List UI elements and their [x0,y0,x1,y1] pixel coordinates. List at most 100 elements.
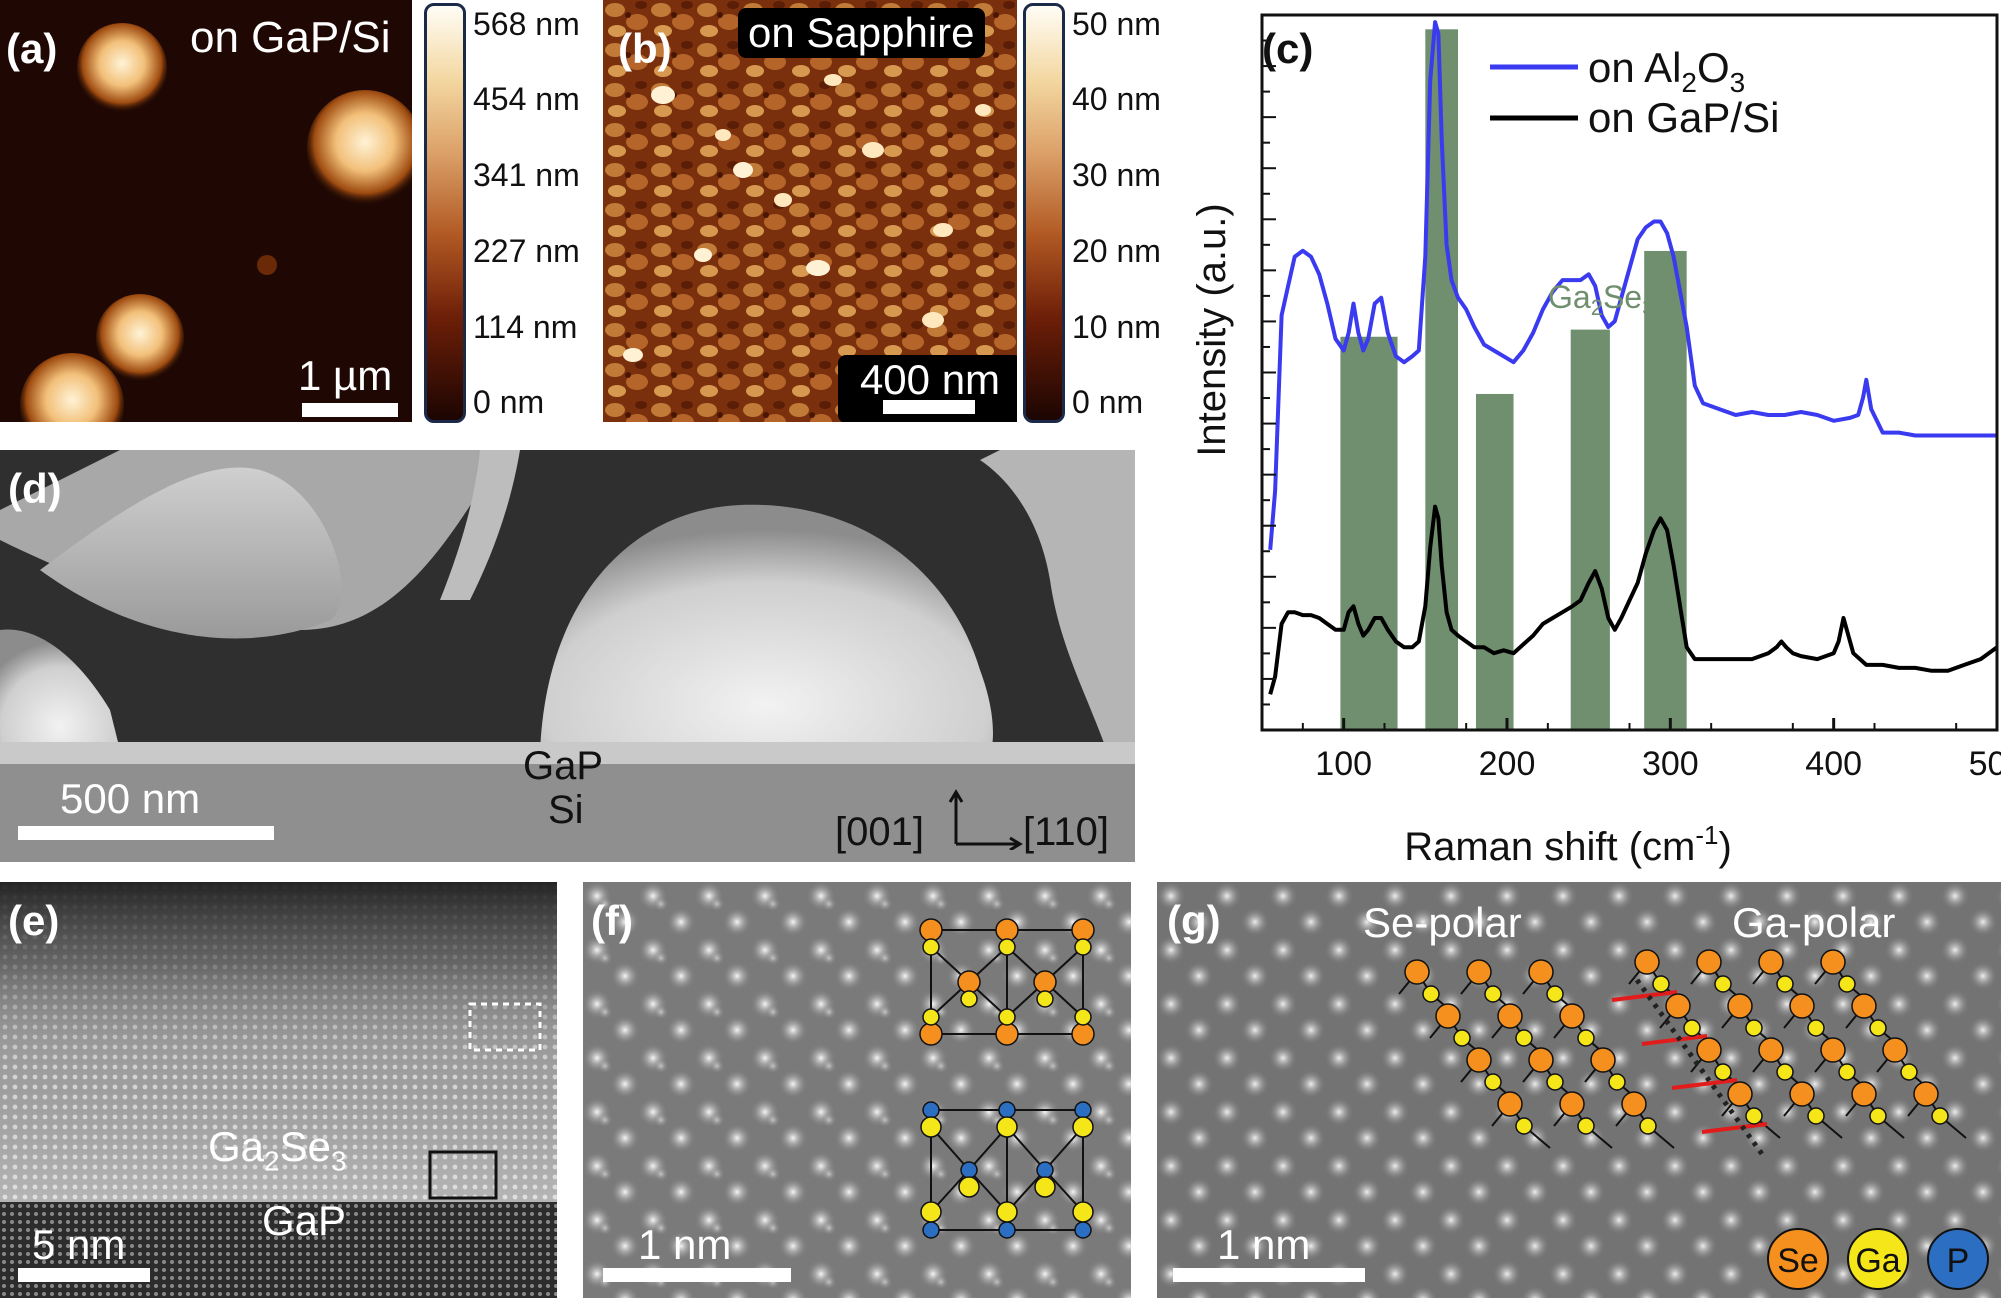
se-atom [919,918,943,942]
ga-atom [1714,975,1732,993]
se-atom [1882,1037,1908,1063]
se-atom [1033,970,1057,994]
ga-atom [920,1201,942,1223]
afm-island [307,90,412,206]
se-atom [919,1022,943,1046]
ga-atom [958,1176,980,1198]
x-tick-label: 200 [1479,745,1536,783]
se-atom [1528,959,1554,985]
sem-capping-layer [440,450,520,600]
scalebar-a [302,403,398,417]
se-atom [1820,949,1846,975]
se-atom [1071,1022,1095,1046]
scalebar-g [1173,1268,1365,1282]
se-atom [1404,959,1430,985]
panel-d-sem: (d) GaP Si 500 nm [001] [110] [0,450,1135,862]
se-atom [1820,1037,1846,1063]
ga-atom [1074,938,1092,956]
p-atom [998,1101,1016,1119]
se-atom [1665,993,1691,1019]
p-atom [960,1161,978,1179]
afm-bright-grain [975,104,991,116]
se-atom [1851,993,1877,1019]
label-gap-e: GaP [262,1197,347,1244]
panel-b-afm: (b) on Sapphire 400 nm [603,0,1017,422]
colorbar-b-tick: 20 nm [1072,233,1161,269]
p-atom [1036,1161,1054,1179]
haadf-image-g [1157,882,2001,1298]
afm-bright-grain [806,260,830,276]
se-atom [995,1022,1019,1046]
se-atom [995,918,1019,942]
scalebar-label-e: 5 nm [32,1221,126,1268]
series-line [1268,20,1997,550]
ga-atom [1036,990,1054,1008]
colorbar-a-tick: 0 nm [473,384,545,420]
ga-atom [1577,1029,1595,1047]
se-atom [1696,949,1722,975]
se-atom [1466,959,1492,985]
legend-label-al2o3: on Al2O3 [1588,44,1745,98]
x-tick-label: 100 [1315,745,1372,783]
se-atom [1789,1081,1815,1107]
colorbar-b-tick: 50 nm [1072,6,1161,42]
colorbar-b-tick: 40 nm [1072,81,1161,117]
panel-a-afm: (a) on GaP/Si 1 µm [0,0,412,422]
ga-atom [1546,1073,1564,1091]
p-atom [922,1221,940,1239]
ga-atom [1683,1019,1701,1037]
colorbar-a-tick: 114 nm [473,309,578,345]
y-axis-label: Intensity (a.u.) [1190,203,1234,456]
afm-bright-grain [922,312,944,328]
se-atom [1466,1047,1492,1073]
panel-e-tem: (e) Ga2Se3 GaP 5 nm [0,882,557,1298]
colorbar-a-tick: 341 nm [473,157,580,193]
ga-atom [1515,1029,1533,1047]
sem-si-substrate [0,764,1135,862]
se-atom [1497,1091,1523,1117]
ga2se3-annotation: Ga2Se3 [1548,279,1654,320]
highlight-band [1475,393,1514,730]
x-tick-label: 300 [1642,745,1699,783]
se-atom [1758,1037,1784,1063]
ga-atom [1639,1117,1657,1135]
scalebar-b [883,400,975,414]
afm-bright-grain [933,223,953,237]
ga-atom [1869,1019,1887,1037]
scalebar-label-d: 500 nm [60,775,201,822]
ga-atom [1900,1063,1918,1081]
se-atom [1851,1081,1877,1107]
ga-atom [1807,1107,1825,1125]
panel-label-c: (c) [1262,25,1314,72]
panel-a-title: on GaP/Si [190,13,391,62]
solid-region-box [428,1150,498,1200]
ga-atom [998,938,1016,956]
afm-island [20,353,124,422]
ga-atom [1807,1019,1825,1037]
se-atom [1590,1047,1616,1073]
ga-atom [1072,1201,1094,1223]
afm-image-b [603,0,1017,422]
se-atom [1071,918,1095,942]
boundary-bond [1641,1034,1708,1046]
haadf-image-f [583,882,1131,1298]
afm-island [77,23,167,113]
sem-dome [540,504,993,755]
ga-atom [1072,1116,1094,1138]
ga-atom [1034,1176,1056,1198]
se-atom [1435,1003,1461,1029]
colorbar-a [424,3,466,423]
scalebar-label-a: 1 µm [298,352,393,399]
colorbar-b-tick: 0 nm [1072,384,1144,420]
ga-atom [1745,1019,1763,1037]
sem-dome [0,629,120,750]
dashed-region-box [468,1002,542,1052]
se-atom [1696,1037,1722,1063]
series-line [1268,504,1999,695]
se-atom [957,970,981,994]
panel-label-f: (f) [591,897,633,944]
x-tick-label: 500 [1969,745,2001,783]
afm-bright-grain [715,129,731,141]
ga-atom [1422,985,1440,1003]
colorbar-b-tick: 30 nm [1072,157,1161,193]
